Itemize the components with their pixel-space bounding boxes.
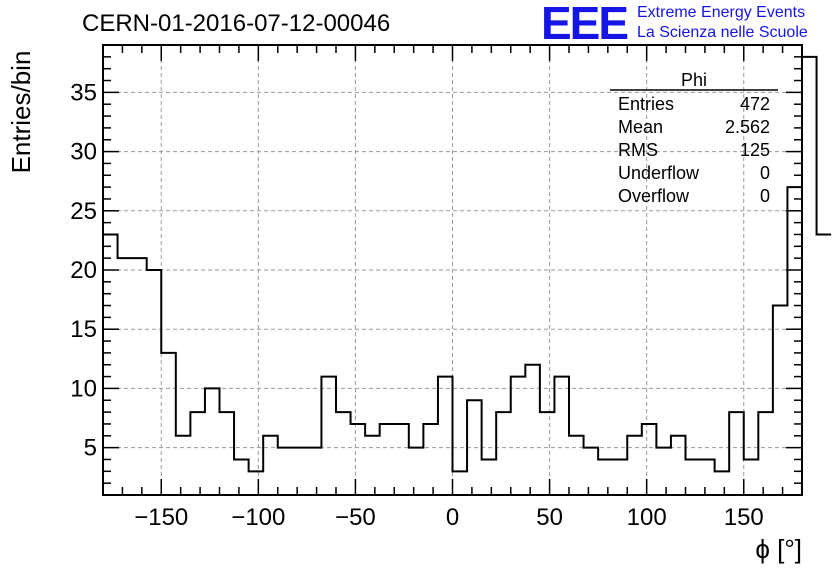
y-tick-label: 35	[70, 79, 97, 106]
stats-row-value: 0	[760, 163, 770, 183]
histogram-series	[103, 55, 832, 473]
y-tick-label: 30	[70, 139, 97, 166]
x-axis-label: ϕ [°]	[755, 534, 802, 564]
x-tick-label: −150	[134, 504, 188, 531]
stats-row-label: Overflow	[618, 186, 690, 206]
stats-row-label: Entries	[618, 94, 674, 114]
x-tick-label: −50	[335, 504, 376, 531]
eee-logo: EEE	[541, 0, 629, 49]
logo-caption: Extreme Energy Events La Scienza nelle S…	[637, 3, 808, 43]
x-axis-ticks: −150 −100 −50 0 50 100 150	[102, 45, 803, 531]
stats-row-label: Mean	[618, 117, 663, 137]
run-title: CERN-01-2016-07-12-00046	[82, 10, 391, 37]
stats-row-value: 2.562	[725, 117, 770, 137]
stats-row-label: RMS	[618, 140, 658, 160]
stats-row-label: Underflow	[618, 163, 700, 183]
y-axis-ticks: 5 10 15 20 25 30 35	[70, 56, 802, 484]
x-tick-label: 0	[446, 504, 459, 531]
y-tick-label: 20	[70, 257, 97, 284]
stats-row-value: 125	[740, 140, 770, 160]
stats-box-name: Phi	[681, 70, 707, 90]
x-tick-label: −100	[231, 504, 285, 531]
y-tick-label: 15	[70, 316, 97, 343]
x-tick-label: 50	[536, 504, 563, 531]
stats-row-value: 472	[740, 94, 770, 114]
stats-row-value: 0	[760, 186, 770, 206]
x-tick-label: 150	[724, 504, 764, 531]
y-tick-label: 25	[70, 198, 97, 225]
logo-caption-line1: Extreme Energy Events	[637, 4, 806, 21]
y-tick-label: 5	[84, 435, 97, 462]
x-tick-label: 100	[627, 504, 667, 531]
stats-box: Phi Entries 472 Mean 2.562 RMS 125 Underflow 0 O…	[610, 70, 778, 206]
y-axis-label: Entries/bin	[6, 51, 36, 174]
logo-caption-line2: La Scienza nelle Scuole	[637, 24, 808, 41]
y-tick-label: 10	[70, 375, 97, 402]
